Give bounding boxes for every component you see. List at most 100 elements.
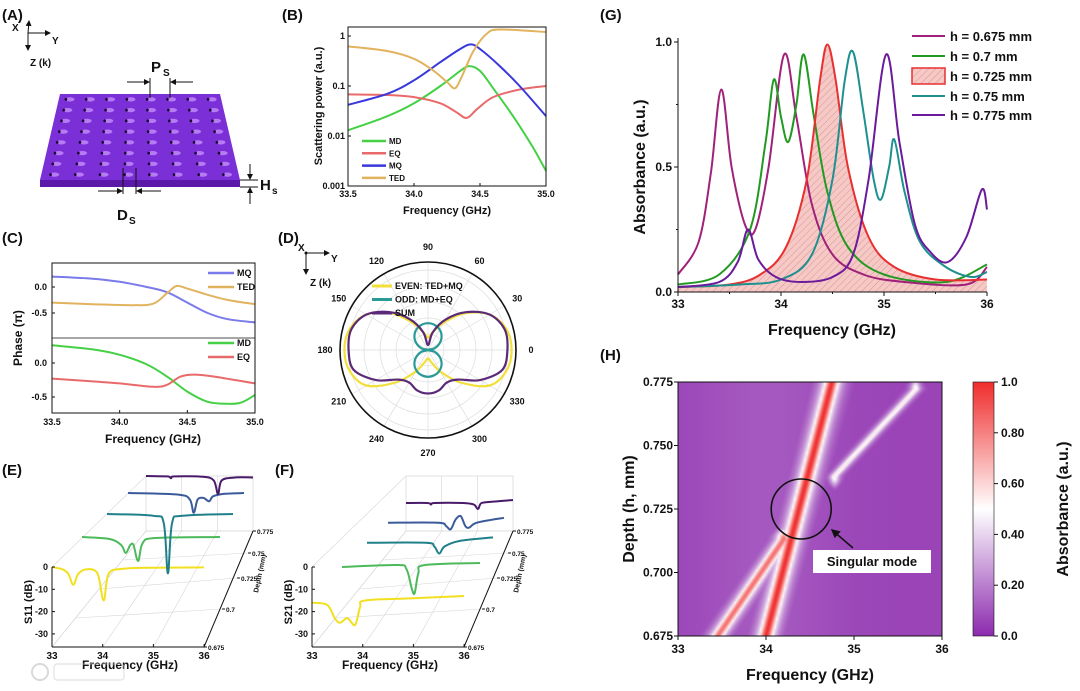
axis-label-z: Z (k) — [310, 278, 331, 289]
hole-shadow — [124, 119, 128, 123]
hole-shadow — [105, 97, 108, 101]
hole-shadow — [80, 130, 83, 134]
legend-label: MQ — [389, 162, 402, 171]
hole — [82, 118, 92, 123]
hole — [54, 151, 64, 156]
legend-label: MD — [389, 137, 402, 146]
colorbar-tick-label: 0.0 — [1001, 629, 1018, 643]
series-line-depth-0.75 — [127, 492, 245, 514]
hole — [147, 140, 158, 145]
y-tick-label: 0.750 — [643, 439, 673, 453]
y-tick-label: -20 — [35, 607, 48, 617]
hole — [63, 108, 73, 113]
panel-label-b: (B) — [282, 7, 303, 24]
angle-tick-label: 240 — [369, 434, 384, 444]
floor-grid-line — [98, 577, 238, 590]
hole-shadow — [194, 151, 197, 155]
x-tick-label: 36 — [199, 651, 211, 662]
series-line-mq — [347, 43, 547, 117]
hole — [85, 97, 95, 102]
depth-tick-label: 0.7 — [226, 607, 235, 614]
y-tick-label: 0.01 — [327, 131, 345, 141]
y-tick-label: 0.1 — [332, 81, 345, 91]
hole — [146, 97, 156, 102]
hole — [172, 161, 182, 166]
x-tick-label: 33.5 — [43, 417, 61, 427]
hole — [125, 118, 135, 123]
hole-shadow — [84, 97, 88, 101]
hole-shadow — [222, 173, 225, 177]
x-tick-label: 33.5 — [339, 189, 357, 199]
hole-shadow — [55, 140, 59, 144]
colorbar-tick-label: 0.80 — [1001, 426, 1025, 440]
hole — [76, 161, 86, 166]
x-tick-label: 33 — [306, 651, 318, 662]
floor-grid-line — [153, 530, 218, 648]
axis-label-y: Y — [331, 254, 338, 265]
hole-shadow — [186, 97, 190, 101]
hole — [218, 151, 228, 156]
panel-label-e: (E) — [2, 462, 22, 479]
panel-label-h: (H) — [600, 347, 621, 364]
hole — [56, 140, 66, 145]
hole-shadow — [197, 173, 201, 177]
x-tick-label: 33 — [46, 651, 58, 662]
hole — [188, 108, 198, 113]
series-line-depth-0.7 — [341, 562, 481, 596]
hole — [65, 97, 75, 102]
y-tick-label: -10 — [295, 584, 308, 594]
hole — [124, 172, 134, 177]
y-tick-label: 0.5 — [655, 160, 672, 174]
polar-frame — [339, 261, 517, 439]
y-axis-label: Scattering power (a.u.) — [313, 46, 325, 165]
watermark-logo — [31, 663, 125, 681]
series-line-depth-0.7 — [81, 536, 221, 563]
hole — [124, 151, 134, 156]
colorbar-label: Absorbance (a.u.) — [1055, 441, 1072, 576]
y-axis-label: Phase (π) — [11, 310, 25, 366]
hole-shadow — [192, 140, 196, 144]
hole-shadow — [189, 119, 193, 123]
panel-b-scattering-chart: (B) 33.5 34.0 34.5 35.0 0.001 0.01 0.1 1 Frequenc… — [282, 7, 555, 217]
legend-label: h = 0.725 mm — [950, 69, 1032, 84]
y-tick-label: -0.5 — [31, 392, 47, 402]
hole — [105, 97, 116, 102]
depth-tick-label: 0.675 — [468, 645, 485, 652]
series-line-depth-0.675 — [311, 595, 465, 627]
hole-shadow — [148, 173, 151, 177]
angle-tick-label: 330 — [510, 397, 525, 407]
legend-label: EQ — [389, 149, 401, 158]
legend-label: EVEN: TED+MQ — [395, 281, 463, 291]
hole — [190, 118, 200, 123]
x-tick-label: 34 — [357, 651, 369, 662]
y-tick-label: -30 — [35, 629, 48, 639]
x-axis-label: Frequency (GHz) — [746, 667, 874, 684]
floor-grid-line — [122, 552, 249, 561]
series-line-depth-0.775 — [405, 499, 514, 510]
hole — [220, 161, 230, 166]
diameter-subscript: S — [129, 216, 136, 227]
hole-shadow — [146, 108, 149, 112]
hole-shadow — [101, 140, 105, 144]
hole-shadow — [123, 151, 127, 155]
x-axis-label: Frequency (GHz) — [403, 205, 491, 217]
watermark-icon — [31, 663, 49, 681]
back-wall-grid — [145, 475, 254, 532]
annotation-label: Singular mode — [827, 554, 917, 569]
legend-label: MQ — [237, 268, 252, 278]
x-tick-label: 34 — [774, 297, 788, 311]
angle-tick-label: 120 — [369, 256, 384, 266]
polar-series-sum — [347, 310, 509, 395]
series-line-depth-0.725 — [106, 513, 234, 575]
hole — [191, 129, 202, 134]
depth-tick-label: 0.75 — [512, 551, 525, 558]
hole — [102, 140, 112, 145]
hole-shadow — [98, 173, 102, 177]
floor-grid-line — [335, 608, 483, 619]
x-axis-label: Frequency (GHz) — [342, 658, 438, 672]
depth-tick-label: 0.675 — [208, 645, 225, 652]
x-axis-label: Frequency (GHz) — [105, 432, 201, 446]
hole-shadow — [53, 151, 57, 155]
hole — [99, 172, 109, 177]
hole — [198, 172, 208, 177]
